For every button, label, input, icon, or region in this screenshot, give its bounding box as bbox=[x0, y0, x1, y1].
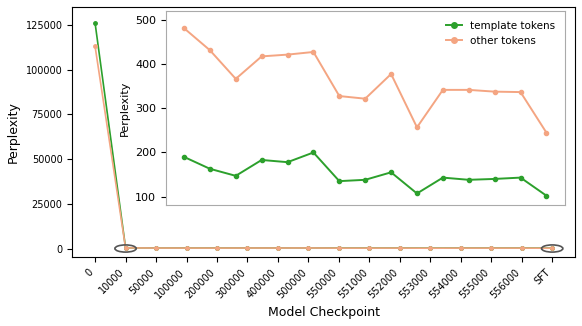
X-axis label: Model Checkpoint: Model Checkpoint bbox=[268, 306, 379, 319]
Y-axis label: Perplexity: Perplexity bbox=[7, 101, 20, 163]
Legend: template tokens, other tokens: template tokens, other tokens bbox=[442, 17, 559, 50]
Y-axis label: Perplexity: Perplexity bbox=[119, 81, 129, 136]
